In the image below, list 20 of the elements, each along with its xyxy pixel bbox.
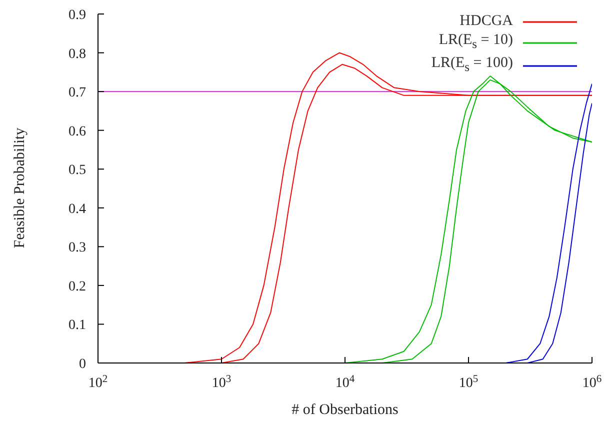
legend-label: LR(E$_{s}$ = 100) [431, 54, 513, 76]
y-tick-label: 0.4 [68, 202, 86, 217]
x-tick-label: 10$^{2}$ [88, 374, 108, 391]
legend-label: LR(E$_{s}$ = 10) [438, 31, 513, 53]
y-tick-label: 0.1 [68, 318, 86, 334]
y-axis-title: Feasible Probability [12, 127, 28, 248]
x-axis-title: # of Obserbations [292, 402, 398, 418]
x-tick-label: 10$^{3}$ [212, 374, 232, 391]
y-tick-label: 0.2 [68, 279, 86, 294]
y-tick-label: 0.9 [68, 8, 86, 23]
y-tick-label: 0.5 [68, 163, 86, 178]
x-tick-label: 10$^{6}$ [582, 374, 602, 391]
y-tick-label: 0.6 [68, 124, 86, 140]
legend-label: HDCGA [460, 12, 513, 31]
y-tick-label: 0 [79, 357, 86, 372]
x-tick-label: 10$^{4}$ [335, 374, 356, 391]
x-tick-label: 10$^{5}$ [458, 374, 478, 391]
y-tick-label: 0.7 [68, 86, 86, 101]
y-tick-label: 0.3 [68, 240, 86, 256]
y-tick-label: 0.8 [68, 46, 86, 62]
